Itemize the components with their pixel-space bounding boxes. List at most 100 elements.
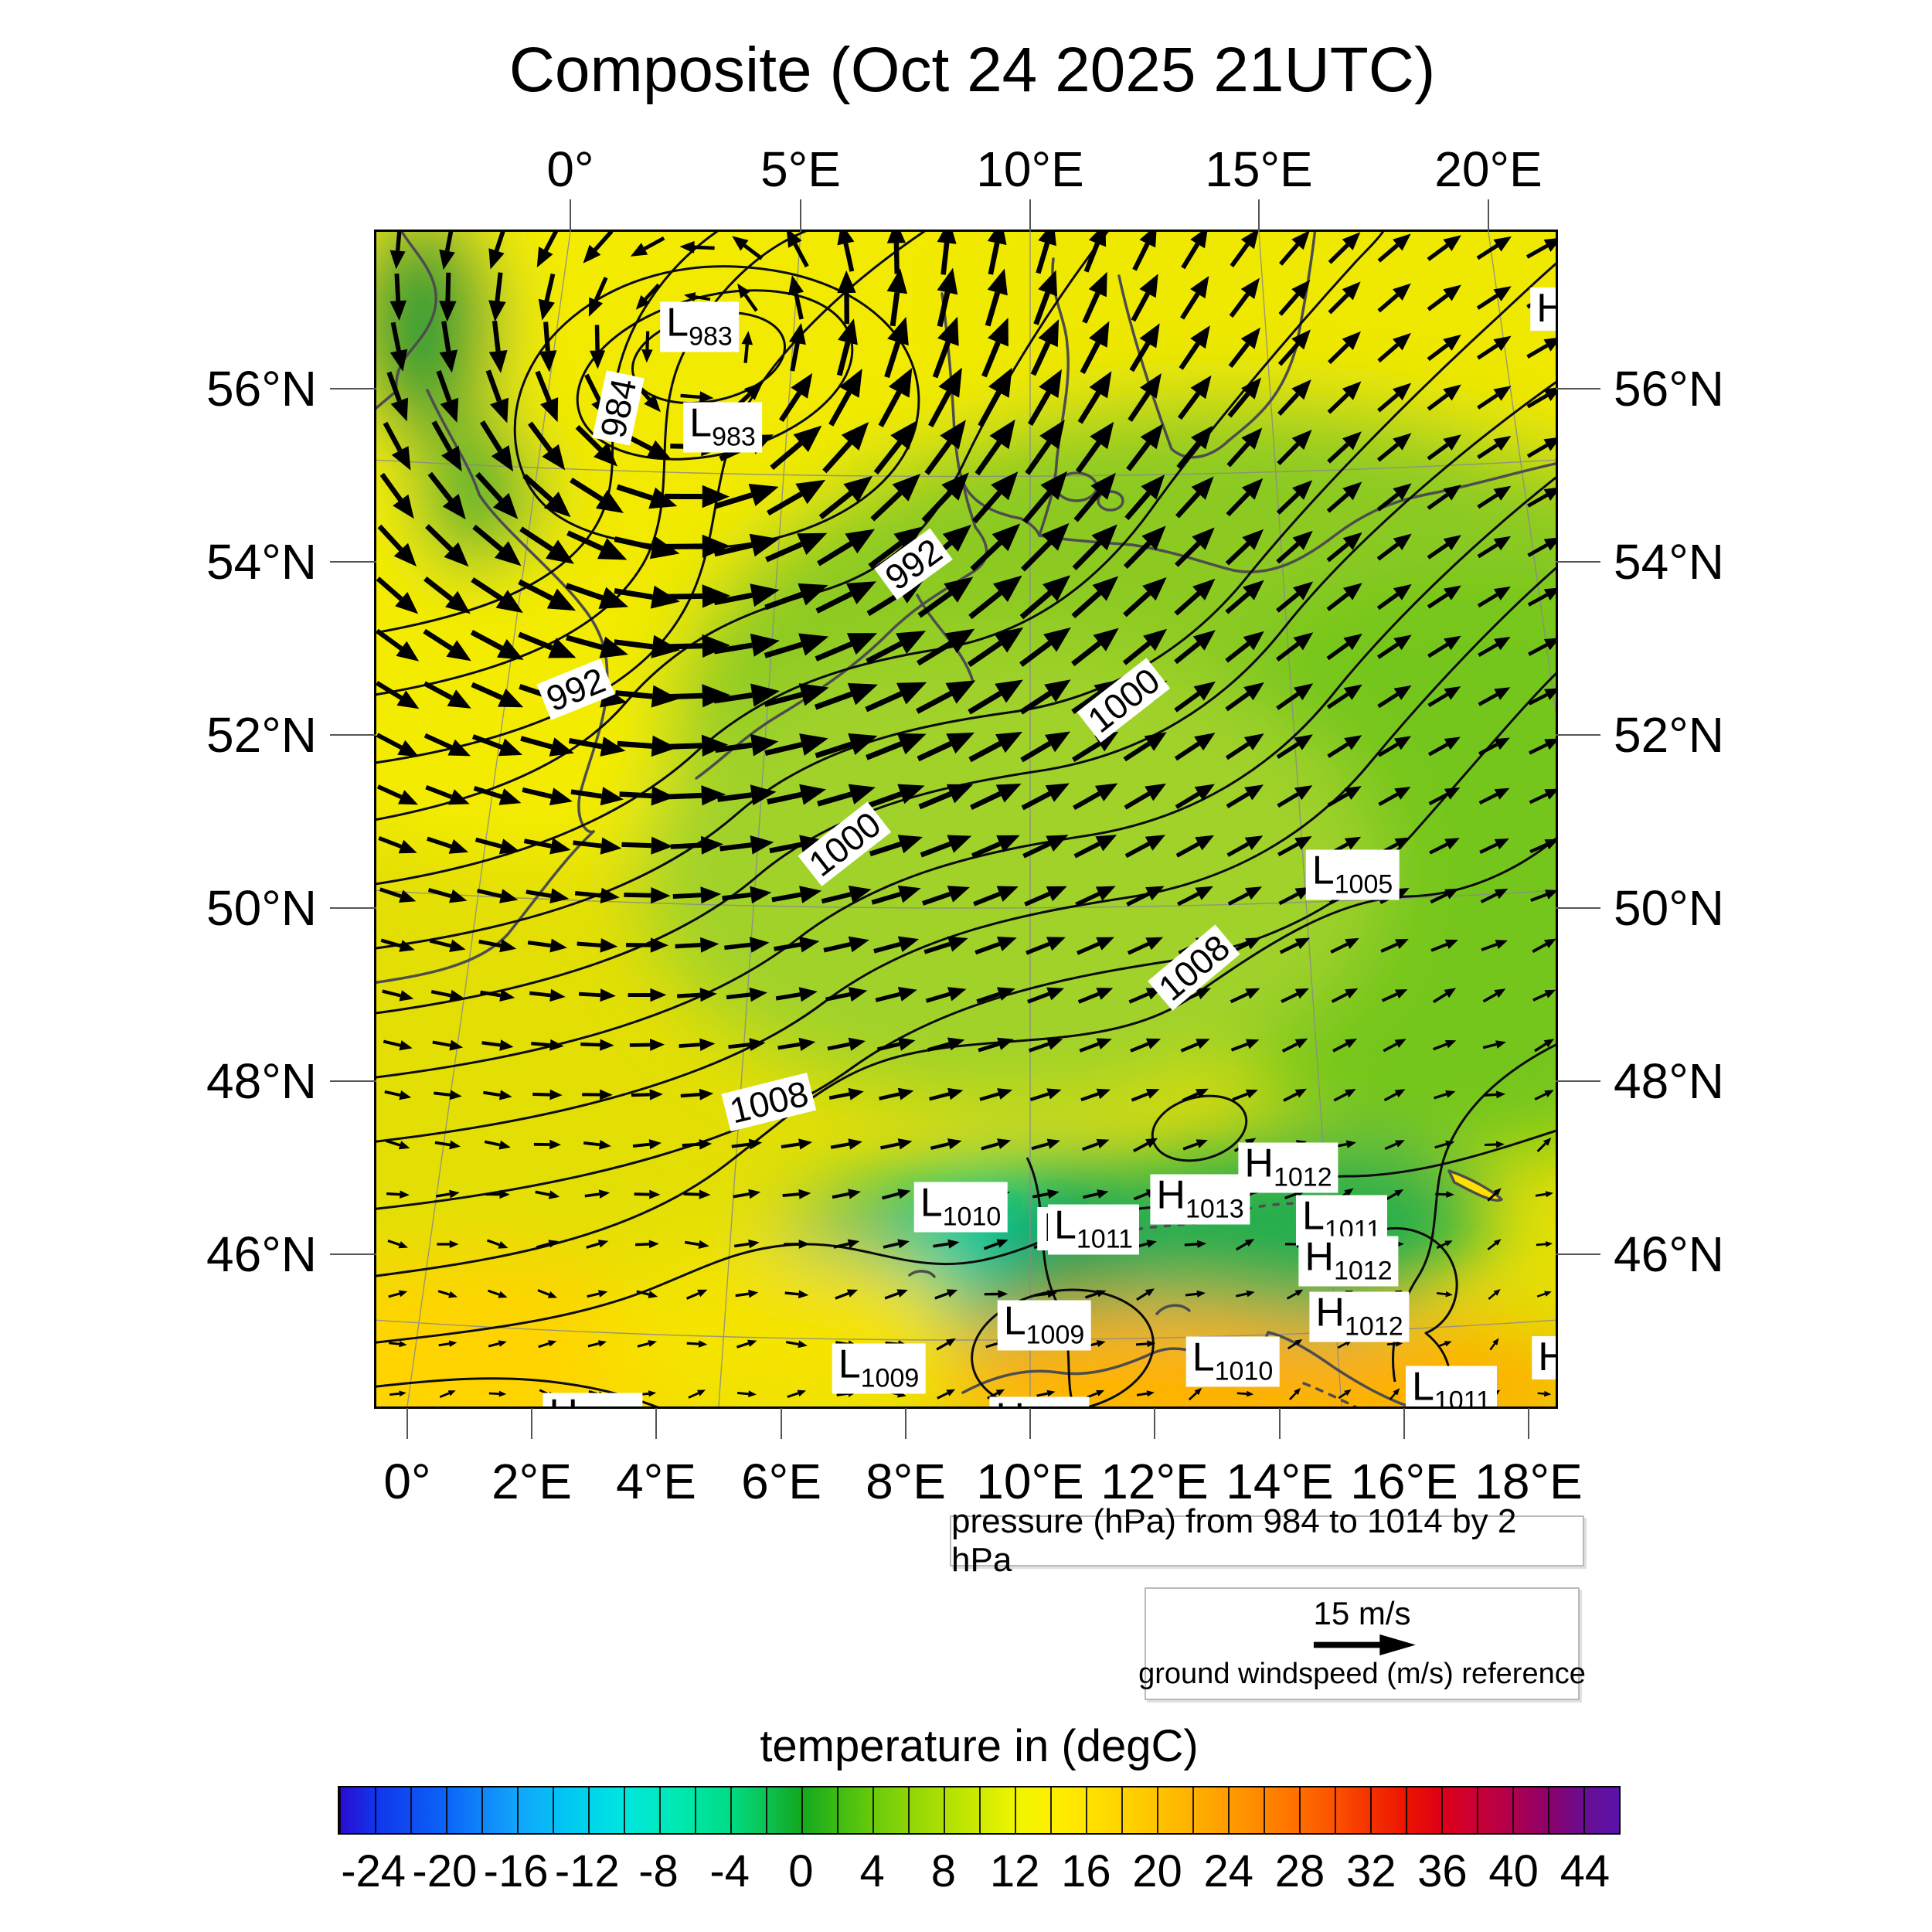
colorbar-tick-label: 44 <box>1560 1846 1611 1896</box>
lat-tick-right <box>1556 388 1600 389</box>
lon-tick-top <box>1488 199 1489 232</box>
pressure-center-marker-l: L983 <box>683 400 762 453</box>
pressure-center-value: 1011 <box>1076 1224 1134 1254</box>
pressure-center-letter: L <box>1301 1193 1325 1239</box>
wind-reference-speed: 15 m/s <box>1313 1595 1411 1631</box>
pressure-center-letter: H <box>1538 1335 1556 1379</box>
pressure-center-letter: L <box>1192 1335 1215 1380</box>
lat-label-right: 46°N <box>1614 1226 1724 1282</box>
lon-label-top: 0° <box>546 141 594 197</box>
lat-label-left: 54°N <box>206 534 317 590</box>
pressure-center-letter: L <box>689 400 713 446</box>
lon-tick-top <box>800 199 801 232</box>
colorbar-tick-label: 12 <box>989 1846 1040 1896</box>
lat-label-right: 54°N <box>1614 534 1724 590</box>
pressure-center-letter: H <box>549 1392 578 1407</box>
lon-label-bottom: 0° <box>383 1454 431 1509</box>
lon-label-top: 5°E <box>760 141 841 197</box>
pressure-center-marker-h: H1013 <box>1150 1172 1250 1225</box>
colorbar-tick-label: 24 <box>1203 1846 1254 1896</box>
pressure-center-marker-l: L1010 <box>913 1182 1008 1233</box>
colorbar-tick-label: 32 <box>1345 1846 1396 1896</box>
pressure-center-marker-l: L1011 <box>1047 1202 1140 1255</box>
lon-label-bottom: 18°E <box>1475 1454 1583 1509</box>
pressure-center-value: 983 <box>689 321 733 352</box>
lon-label-bottom: 6°E <box>741 1454 821 1509</box>
colorbar-tick-label: -4 <box>709 1846 750 1896</box>
pressure-center-marker-l: L1009 <box>997 1300 1091 1351</box>
lat-tick-right <box>1556 561 1600 563</box>
pressure-center-marker-l: L1005 <box>1305 849 1400 900</box>
pressure-center-letter: H <box>1244 1141 1274 1186</box>
pressure-center-value: 1009 <box>1026 1320 1085 1350</box>
lon-label-bottom: 14°E <box>1226 1454 1334 1509</box>
lon-tick-bottom <box>655 1408 657 1439</box>
lat-tick-left <box>330 1080 376 1082</box>
colorbar-tick-label: 4 <box>859 1846 885 1896</box>
lat-tick-right <box>1556 1253 1600 1255</box>
lon-label-bottom: 16°E <box>1350 1454 1458 1509</box>
colorbar-tick-label: 16 <box>1061 1846 1111 1896</box>
lat-label-left: 56°N <box>206 361 317 417</box>
lat-label-left: 46°N <box>206 1226 317 1282</box>
wind-reference-arrow-icon <box>1313 1634 1416 1656</box>
lon-tick-bottom <box>905 1408 906 1439</box>
pressure-center-letter: L <box>1411 1364 1434 1407</box>
lon-tick-bottom <box>531 1408 532 1439</box>
colorbar-tick-label: 8 <box>930 1846 957 1896</box>
lat-label-right: 50°N <box>1614 880 1724 936</box>
pressure-center-value: 1011 <box>1434 1386 1492 1407</box>
lon-label-bottom: 12°E <box>1100 1454 1209 1509</box>
pressure-center-marker-l: L1011 <box>1405 1364 1498 1407</box>
pressure-center-marker-h: H1016 <box>543 1392 643 1407</box>
page-title: Composite (Oct 24 2025 21UTC) <box>509 35 1436 105</box>
pressure-center-marker-h: H <box>1530 287 1556 331</box>
pressure-center-marker-h: H <box>1532 1336 1556 1379</box>
pressure-center-letter: H <box>1156 1172 1185 1218</box>
lon-label-top: 10°E <box>976 141 1084 197</box>
lat-tick-left <box>330 734 376 736</box>
lon-tick-bottom <box>1528 1408 1529 1439</box>
pressure-center-value: 1012 <box>1273 1162 1332 1192</box>
lon-tick-bottom <box>406 1408 408 1439</box>
colorbar-tick-label: -8 <box>638 1846 679 1896</box>
lon-tick-top <box>570 199 571 232</box>
lon-label-bottom: 8°E <box>866 1454 946 1509</box>
pressure-center-marker-l: L1009 <box>832 1342 926 1394</box>
colorbar-tick-label: 20 <box>1132 1846 1182 1896</box>
colorbar-tick-label: -24 <box>341 1846 406 1896</box>
lat-tick-left <box>330 1253 376 1255</box>
lon-tick-bottom <box>781 1408 782 1439</box>
lon-tick-bottom <box>1029 1408 1031 1439</box>
colorbar-tick-label: 36 <box>1417 1846 1468 1896</box>
lat-tick-right <box>1556 1080 1600 1082</box>
pressure-center-value: 1010 <box>1214 1356 1274 1386</box>
colorbar-segments <box>339 1787 1619 1833</box>
lat-tick-left <box>330 561 376 563</box>
lat-label-right: 48°N <box>1614 1053 1724 1109</box>
lon-label-top: 15°E <box>1205 141 1313 197</box>
pressure-center-letter: L <box>838 1342 861 1387</box>
pressure-center-letter: L <box>666 300 689 345</box>
lat-label-right: 52°N <box>1614 707 1724 763</box>
lon-tick-bottom <box>1403 1408 1405 1439</box>
lon-label-bottom: 4°E <box>616 1454 696 1509</box>
pressure-center-marker-l: L983 <box>660 300 739 352</box>
pressure-center-marker-l: L1010 <box>1185 1335 1280 1387</box>
pressure-center-value: 1012 <box>1344 1311 1403 1342</box>
colorbar <box>338 1786 1621 1835</box>
lon-tick-bottom <box>1279 1408 1281 1439</box>
lat-tick-right <box>1556 907 1600 909</box>
lon-tick-top <box>1029 199 1031 232</box>
pressure-center-marker-h: H1012 <box>1309 1290 1410 1342</box>
map-panel: L983L983HL1005L1010HL1011H1013H1012L1011… <box>374 230 1558 1409</box>
pressure-center-letter: H <box>1315 1290 1345 1335</box>
lat-label-left: 52°N <box>206 707 317 763</box>
colorbar-tick-label: -16 <box>483 1846 549 1896</box>
pressure-center-letter: H <box>995 1396 1025 1407</box>
pressure-center-letter: L <box>1053 1202 1077 1248</box>
lat-label-right: 56°N <box>1614 361 1724 417</box>
lon-label-bottom: 2°E <box>492 1454 572 1509</box>
colorbar-tick-label: 40 <box>1488 1846 1539 1896</box>
